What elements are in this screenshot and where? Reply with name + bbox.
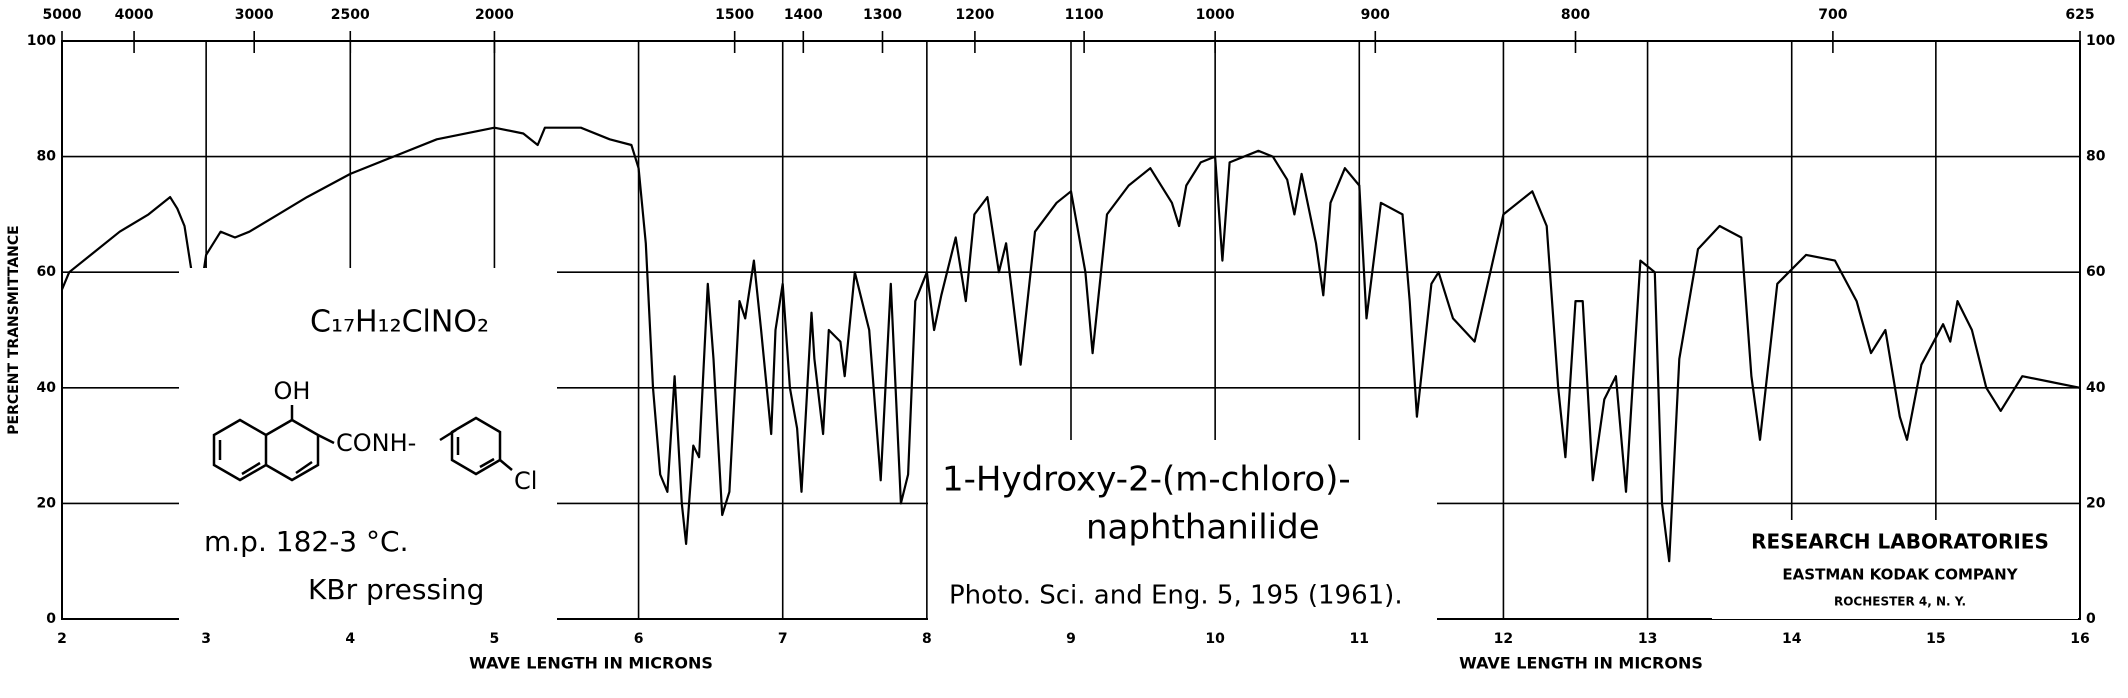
- melting-point: m.p. 182-3 °C.: [204, 525, 408, 558]
- y-tick-label: 80: [37, 149, 57, 165]
- y-tick-label-right: 40: [2086, 380, 2106, 396]
- name-box: [928, 440, 1437, 626]
- x-axis-label: WAVE LENGTH IN MICRONS: [1459, 654, 1703, 673]
- structure-label: Cl: [514, 467, 537, 495]
- reference: Photo. Sci. and Eng. 5, 195 (1961).: [949, 581, 1403, 611]
- y-tick-label: 0: [46, 611, 56, 627]
- top-tick-label: 1400: [784, 7, 823, 23]
- plot: [60, 126, 2081, 563]
- x-tick-label: 3: [201, 631, 211, 647]
- y-tick-label: 100: [27, 33, 56, 49]
- y-tick-label-right: 20: [2086, 495, 2106, 511]
- x-tick-label: 9: [1066, 631, 1076, 647]
- x-tick-label: 15: [1926, 631, 1945, 647]
- x-tick-label: 11: [1350, 631, 1369, 647]
- top-tick-label: 1000: [1196, 7, 1235, 23]
- x-tick-label: 8: [922, 631, 932, 647]
- top-tick-label: 3000: [235, 7, 274, 23]
- x-tick-label: 12: [1494, 631, 1513, 647]
- y-tick-label-right: 100: [2086, 33, 2115, 49]
- lab-box: [1712, 520, 2078, 619]
- y-tick-label: 20: [37, 495, 57, 511]
- x-tick-label: 13: [1638, 631, 1657, 647]
- compound-name: naphthanilide: [1086, 508, 1320, 548]
- y-axis-label: PERCENT TRANSMITTANCE: [6, 225, 22, 434]
- lab-name: RESEARCH LABORATORIES: [1751, 530, 2049, 554]
- y-tick-label: 40: [37, 380, 57, 396]
- y-tick-label-right: 0: [2086, 611, 2096, 627]
- structure-label: CONH-: [336, 429, 416, 457]
- x-tick-label: 4: [345, 631, 355, 647]
- lab-address: ROCHESTER 4, N. Y.: [1834, 595, 1966, 609]
- top-tick-label: 700: [1818, 7, 1847, 23]
- structure-box: [179, 268, 557, 626]
- method: KBr pressing: [308, 573, 484, 606]
- x-tick-label: 10: [1205, 631, 1225, 647]
- x-tick-label: 16: [2070, 631, 2089, 647]
- x-tick-label: 6: [634, 631, 644, 647]
- x-tick-label: 7: [778, 631, 788, 647]
- structure-drawing: [212, 405, 513, 482]
- structure-label: OH: [274, 377, 311, 405]
- x-axis-label: WAVE LENGTH IN MICRONS: [469, 654, 713, 673]
- spectrum-line: [60, 126, 2081, 563]
- compound-name: 1-Hydroxy-2-(m-chloro)-: [942, 460, 1351, 500]
- y-tick-label-right: 60: [2086, 264, 2106, 280]
- y-tick-label: 60: [37, 264, 57, 280]
- y-tick-label-right: 80: [2086, 149, 2106, 165]
- x-tick-label: 14: [1782, 631, 1802, 647]
- top-tick-label: 1100: [1065, 7, 1104, 23]
- top-tick-label: 900: [1361, 7, 1390, 23]
- top-tick-label: 4000: [115, 7, 154, 23]
- top-tick-label: 2000: [475, 7, 514, 23]
- top-tick-label: 800: [1561, 7, 1590, 23]
- top-tick-label: 2500: [331, 7, 370, 23]
- x-tick-label: 5: [490, 631, 500, 647]
- top-tick-label: 625: [2065, 7, 2094, 23]
- top-tick-label: 1500: [715, 7, 754, 23]
- top-tick-label: 1200: [955, 7, 994, 23]
- formula: C₁₇H₁₂ClNO₂: [310, 305, 489, 340]
- top-tick-label: 1300: [863, 7, 902, 23]
- top-tick-label: 5000: [43, 7, 82, 23]
- x-tick-label: 2: [57, 631, 67, 647]
- lab-company: EASTMAN KODAK COMPANY: [1782, 566, 2018, 584]
